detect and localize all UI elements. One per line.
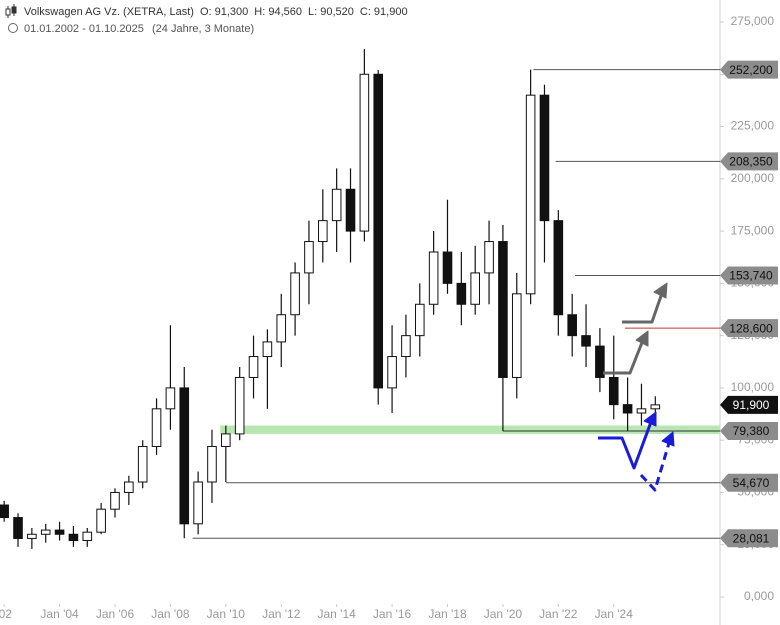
x-tick-label: Jan '06	[96, 607, 135, 621]
candle-body	[401, 335, 411, 358]
header-span: (24 Jahre, 3 Monate)	[152, 23, 254, 35]
candle-body	[54, 529, 65, 535]
candle-body	[151, 408, 162, 447]
candle-body	[137, 445, 148, 483]
level-label: 252,200	[729, 63, 773, 77]
candle-body	[165, 387, 176, 410]
x-tick-label: Jan '18	[428, 607, 467, 621]
level-label: 54,670	[733, 476, 770, 490]
candle-body	[40, 529, 51, 535]
x-tick-label: Jan '20	[484, 607, 523, 621]
candle-body	[179, 387, 190, 525]
header-high: H: 94,560	[254, 6, 302, 18]
candle-body	[581, 335, 591, 347]
candle-body	[553, 220, 564, 316]
candle-body	[511, 293, 522, 378]
candle-body	[456, 282, 467, 305]
header-range: 01.01.2002 - 01.10.2025	[24, 23, 144, 35]
candle-body	[608, 376, 619, 406]
candle-body	[248, 356, 259, 378]
candle-body	[595, 345, 605, 378]
level-box	[720, 529, 778, 548]
candle-body	[96, 508, 106, 533]
candle-body	[359, 73, 370, 232]
candle-body	[345, 188, 356, 232]
candle-body	[387, 356, 397, 389]
support-zone	[220, 425, 721, 434]
y-tick-label: 100,000	[731, 380, 775, 394]
x-tick-label: Jan '24	[595, 607, 634, 621]
candle-body	[276, 314, 287, 343]
y-tick-label: 275,000	[731, 14, 775, 28]
x-tick-label: Jan '08	[151, 607, 190, 621]
level-box	[720, 473, 778, 492]
candle-body	[110, 491, 120, 510]
candle-body	[414, 303, 425, 337]
level-box	[720, 60, 778, 79]
level-label: 128,600	[729, 321, 773, 335]
candle-body	[82, 531, 93, 542]
level-box	[720, 422, 778, 441]
candle-body	[650, 404, 661, 410]
candle-body	[0, 504, 9, 519]
chart-icon	[5, 4, 17, 18]
x-tick-label: Jan '16	[373, 607, 412, 621]
candle-body	[27, 533, 37, 539]
candle-body	[622, 404, 633, 414]
x-tick-label: Jan '04	[40, 607, 79, 621]
candle-body	[221, 433, 231, 447]
candle-body	[68, 533, 79, 542]
candle-body	[318, 220, 328, 243]
candle-body	[193, 481, 203, 525]
candle-body	[331, 188, 342, 222]
last-price-label: 91,900	[733, 398, 770, 412]
candle-body	[484, 241, 494, 274]
x-tick-label: '02	[0, 607, 12, 621]
x-tick-label: Jan '14	[317, 607, 356, 621]
candle-body	[442, 251, 453, 284]
candle-body	[498, 241, 508, 378]
candle-body	[428, 251, 439, 305]
candle-body	[567, 314, 577, 337]
candle-body	[636, 408, 647, 414]
x-tick-label: Jan '12	[262, 607, 301, 621]
candle-body	[13, 517, 23, 539]
level-label: 153,740	[729, 269, 773, 283]
x-tick-label: Jan '22	[539, 607, 578, 621]
candle-body	[539, 94, 550, 222]
candle-body	[525, 94, 536, 295]
candle-body	[304, 241, 314, 274]
clock-icon	[8, 23, 18, 33]
candle-body	[234, 376, 245, 435]
header-close: C: 91,900	[360, 6, 408, 18]
header-low: L: 90,520	[308, 6, 354, 18]
level-box	[720, 266, 778, 285]
x-tick-label: Jan '10	[207, 607, 246, 621]
header-open: O: 91,300	[200, 6, 248, 18]
y-tick-label: 200,000	[731, 171, 775, 185]
candle-body	[124, 481, 134, 493]
candle-body	[373, 73, 384, 389]
level-label: 208,350	[729, 155, 773, 169]
level-label: 28,081	[733, 531, 770, 545]
candle-body	[262, 341, 273, 358]
last-price-box	[720, 395, 778, 414]
level-box	[720, 319, 778, 338]
scenario-arrows	[598, 282, 675, 492]
level-box	[720, 152, 778, 171]
level-label: 79,380	[733, 424, 770, 438]
candle-body	[290, 272, 300, 316]
y-tick-label: 0,000	[744, 589, 774, 603]
candle-body	[207, 445, 217, 483]
header-title: Volkswagen AG Vz. (XETRA, Last)	[24, 6, 194, 18]
candle-body	[470, 272, 480, 305]
y-tick-label: 175,000	[731, 223, 775, 237]
y-tick-label: 225,000	[731, 119, 775, 133]
plot: 0,00025,00050,00075,000100,000125,000150…	[0, 14, 778, 621]
